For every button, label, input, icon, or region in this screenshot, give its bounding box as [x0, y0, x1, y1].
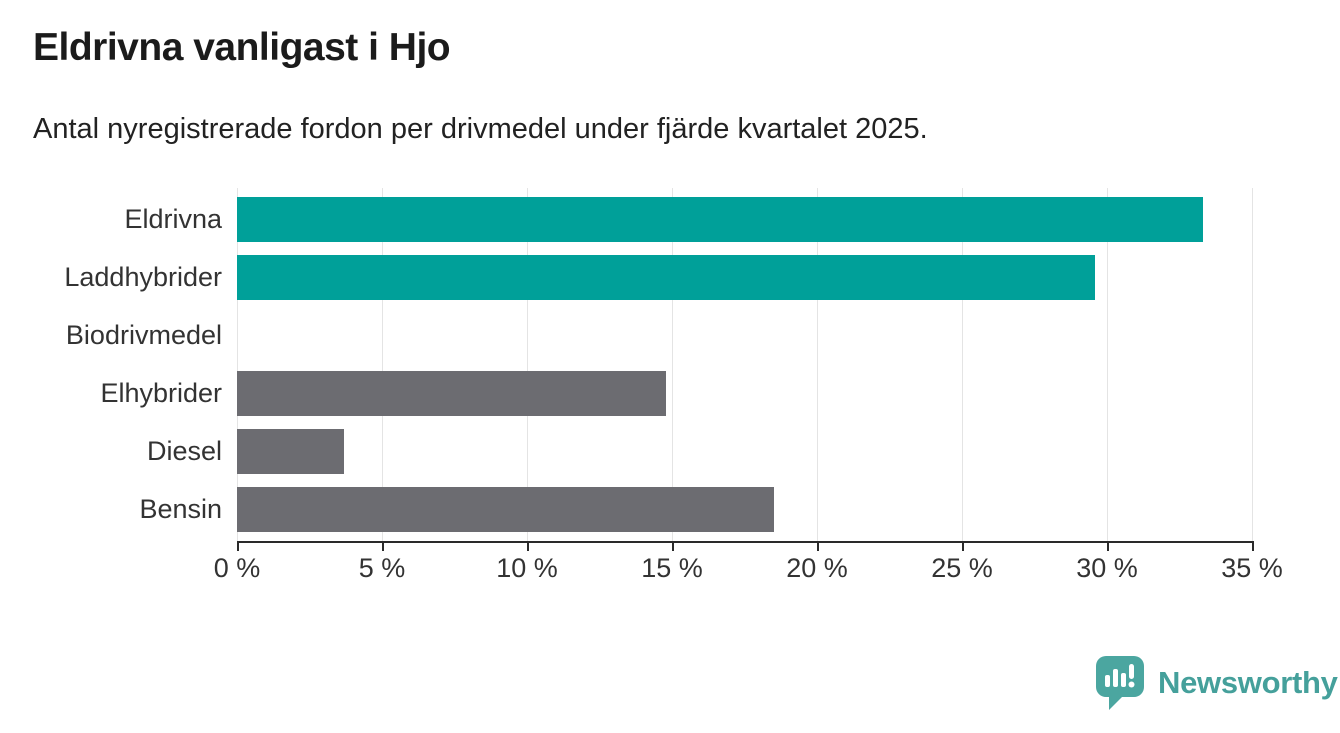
x-tick-label: 30 % — [1076, 553, 1138, 583]
x-tick-label: 15 % — [641, 553, 703, 583]
x-tick-label: 20 % — [786, 553, 848, 583]
gridline — [237, 188, 238, 541]
category-label: Elhybrider — [100, 378, 222, 408]
x-axis-tick — [817, 543, 819, 551]
category-label: Biodrivmedel — [65, 320, 222, 350]
x-axis-tick — [962, 543, 964, 551]
bar-bensin — [237, 487, 774, 532]
newsworthy-speech-bubble-chart-icon — [1096, 656, 1144, 710]
x-tick-label: 35 % — [1221, 553, 1283, 583]
x-axis-tick — [1107, 543, 1109, 551]
gridline — [1252, 188, 1253, 541]
x-axis-tick — [1252, 543, 1254, 551]
chart-title: Eldrivna vanligast i Hjo — [33, 26, 451, 69]
x-axis-tick — [237, 543, 239, 551]
newsworthy-logo: Newsworthy — [1096, 656, 1338, 710]
x-axis-tick — [672, 543, 674, 551]
gridline — [382, 188, 383, 541]
category-label: Diesel — [146, 436, 222, 466]
gridline — [962, 188, 963, 541]
gridline — [1107, 188, 1108, 541]
chart-subtitle: Antal nyregistrerade fordon per drivmede… — [33, 113, 928, 145]
gridline — [527, 188, 528, 541]
newsworthy-logo-text: Newsworthy — [1158, 665, 1338, 700]
category-label: Laddhybrider — [64, 262, 222, 292]
bar-elhybrider — [237, 371, 667, 416]
gridline — [672, 188, 673, 541]
bar-eldrivna — [237, 197, 1203, 242]
x-tick-label: 5 % — [358, 553, 406, 583]
gridline — [817, 188, 818, 541]
bar-laddhybrider — [237, 255, 1096, 300]
x-axis-line — [237, 541, 1254, 543]
x-tick-label: 10 % — [496, 553, 558, 583]
x-axis-tick — [382, 543, 384, 551]
x-tick-label: 25 % — [931, 553, 993, 583]
x-axis-tick — [527, 543, 529, 551]
x-tick-label: 0 % — [213, 553, 261, 583]
category-label: Eldrivna — [124, 204, 222, 234]
bar-diesel — [237, 429, 345, 474]
category-label: Bensin — [139, 494, 222, 524]
